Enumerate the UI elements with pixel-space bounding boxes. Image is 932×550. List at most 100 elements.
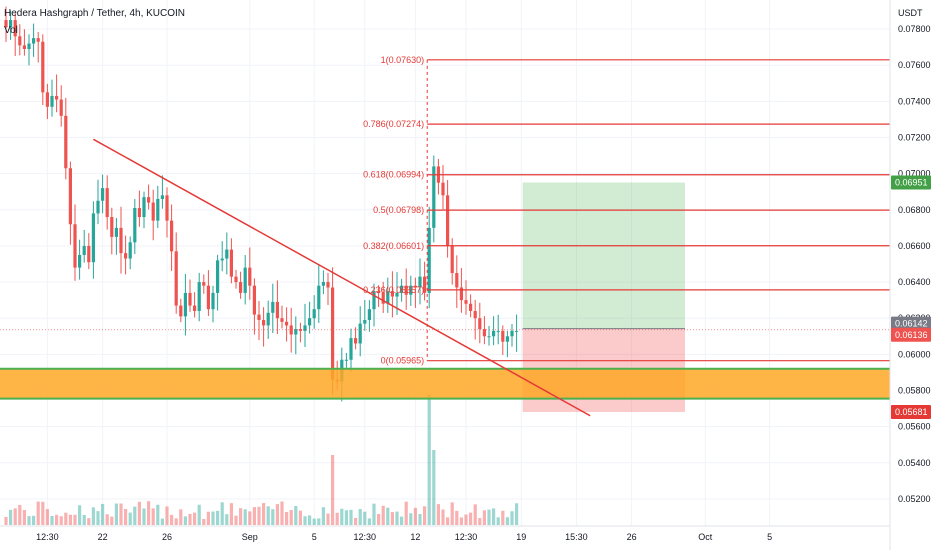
volume-bar bbox=[469, 512, 473, 525]
candle-body bbox=[193, 305, 197, 311]
volume-bar bbox=[441, 509, 445, 525]
profit-zone[interactable] bbox=[522, 182, 685, 329]
time-axis[interactable]: 12:30 22 26 Sep 5 12:30 12 12:30 19 15:30 26 Oct 5 bbox=[0, 525, 890, 542]
volume-bar bbox=[50, 515, 54, 525]
volume-bar bbox=[321, 507, 325, 525]
time-tick-label: 19 bbox=[516, 532, 526, 542]
candle-body bbox=[367, 309, 371, 321]
price-tick-label: 0.06000 bbox=[898, 349, 931, 359]
candle-body bbox=[78, 254, 82, 268]
volume-histogram bbox=[4, 395, 519, 525]
support-zone[interactable] bbox=[0, 367, 890, 400]
descending-trendline[interactable] bbox=[93, 138, 591, 417]
volume-bar bbox=[64, 512, 68, 525]
candle-body bbox=[252, 285, 256, 315]
candle-body bbox=[285, 321, 289, 326]
time-tick-label: 26 bbox=[162, 532, 172, 542]
volume-bar bbox=[344, 510, 348, 525]
volume-bar bbox=[110, 516, 114, 525]
candle-body bbox=[326, 282, 330, 288]
volume-bar bbox=[202, 518, 206, 525]
candle-body bbox=[409, 285, 413, 295]
candle-body bbox=[87, 245, 91, 263]
time-tick-label: 12:30 bbox=[455, 532, 478, 542]
candle-body bbox=[482, 329, 486, 337]
candle-body bbox=[174, 251, 178, 306]
support-zone-rect[interactable] bbox=[0, 368, 890, 399]
price-tick-label: 0.05600 bbox=[898, 422, 931, 432]
volume-bar bbox=[165, 506, 169, 525]
volume-bar bbox=[45, 509, 49, 525]
candle-body bbox=[32, 38, 36, 44]
candle-body bbox=[312, 309, 316, 319]
volume-bar bbox=[32, 515, 36, 525]
candle-body bbox=[156, 198, 160, 221]
volume-bar bbox=[404, 501, 408, 525]
candle-body bbox=[427, 227, 431, 293]
volume-bar bbox=[496, 517, 500, 525]
candle-body bbox=[404, 285, 408, 295]
candle-body bbox=[280, 318, 284, 322]
candle-body bbox=[239, 282, 243, 293]
price-badge-label: 0.06951 bbox=[895, 178, 928, 188]
volume-bar bbox=[377, 513, 381, 525]
time-tick-label: 5 bbox=[767, 532, 772, 542]
candle-body bbox=[432, 166, 436, 228]
price-axis[interactable]: USDT 0.07800 0.07600 0.07400 0.07200 0.07000… bbox=[889, 0, 931, 550]
candle-body bbox=[358, 323, 362, 344]
candle-body bbox=[114, 227, 118, 237]
price-badge bbox=[891, 316, 931, 331]
candle-body bbox=[119, 227, 123, 254]
volume-bar bbox=[487, 509, 491, 525]
candle-body bbox=[73, 224, 77, 268]
candle-body bbox=[473, 310, 477, 319]
candle-body bbox=[317, 285, 321, 310]
volume-bar bbox=[271, 509, 275, 525]
symbol-title[interactable]: Hedera Hashgraph / Tether, 4h, KUCOIN bbox=[4, 8, 185, 19]
candle-body bbox=[110, 217, 114, 237]
volume-bar bbox=[413, 507, 417, 525]
volume-bar bbox=[515, 503, 519, 525]
candle-body bbox=[271, 301, 275, 313]
volume-bar bbox=[41, 501, 45, 525]
candle-body bbox=[137, 207, 141, 218]
volume-bar bbox=[206, 511, 210, 525]
volume-bar bbox=[36, 501, 40, 525]
volume-bar bbox=[78, 505, 82, 525]
volume-bar bbox=[446, 517, 450, 525]
volume-bar bbox=[289, 509, 293, 525]
candle-body bbox=[27, 43, 31, 49]
volume-bar bbox=[216, 510, 220, 525]
volume-bar bbox=[225, 514, 229, 525]
volume-bar bbox=[147, 501, 151, 525]
time-tick-label: 5 bbox=[312, 532, 317, 542]
candle-body bbox=[183, 292, 187, 317]
candle-body bbox=[211, 292, 215, 310]
candle-body bbox=[377, 291, 381, 293]
volume-bar bbox=[179, 509, 183, 525]
candle-body bbox=[68, 168, 72, 225]
volume-bar bbox=[257, 506, 261, 525]
price-tick-label: 0.07800 bbox=[898, 24, 931, 34]
time-tick-label: 12:30 bbox=[36, 532, 59, 542]
volume-indicator-label[interactable]: Vol bbox=[4, 25, 18, 36]
candle-body bbox=[133, 207, 137, 243]
candle-body bbox=[515, 330, 519, 332]
volume-bar bbox=[294, 506, 298, 525]
volume-bar bbox=[248, 511, 252, 525]
candle-body bbox=[165, 195, 169, 221]
volume-bar bbox=[193, 512, 197, 525]
time-tick-label: 15:30 bbox=[565, 532, 588, 542]
volume-bar bbox=[400, 516, 404, 525]
candle-body bbox=[105, 188, 109, 218]
volume-bar bbox=[96, 511, 100, 525]
candle-body bbox=[188, 292, 192, 306]
volume-bar bbox=[326, 513, 330, 525]
volume-bar bbox=[142, 508, 146, 525]
fibonacci-retracement[interactable]: 1(0.07630) 0.786(0.07274) 0.618(0.06994) 0.… bbox=[363, 55, 890, 366]
volume-bar bbox=[137, 501, 141, 525]
price-tick-label: 0.07600 bbox=[898, 60, 931, 70]
candle-body bbox=[197, 282, 201, 311]
volume-bar bbox=[464, 514, 468, 525]
